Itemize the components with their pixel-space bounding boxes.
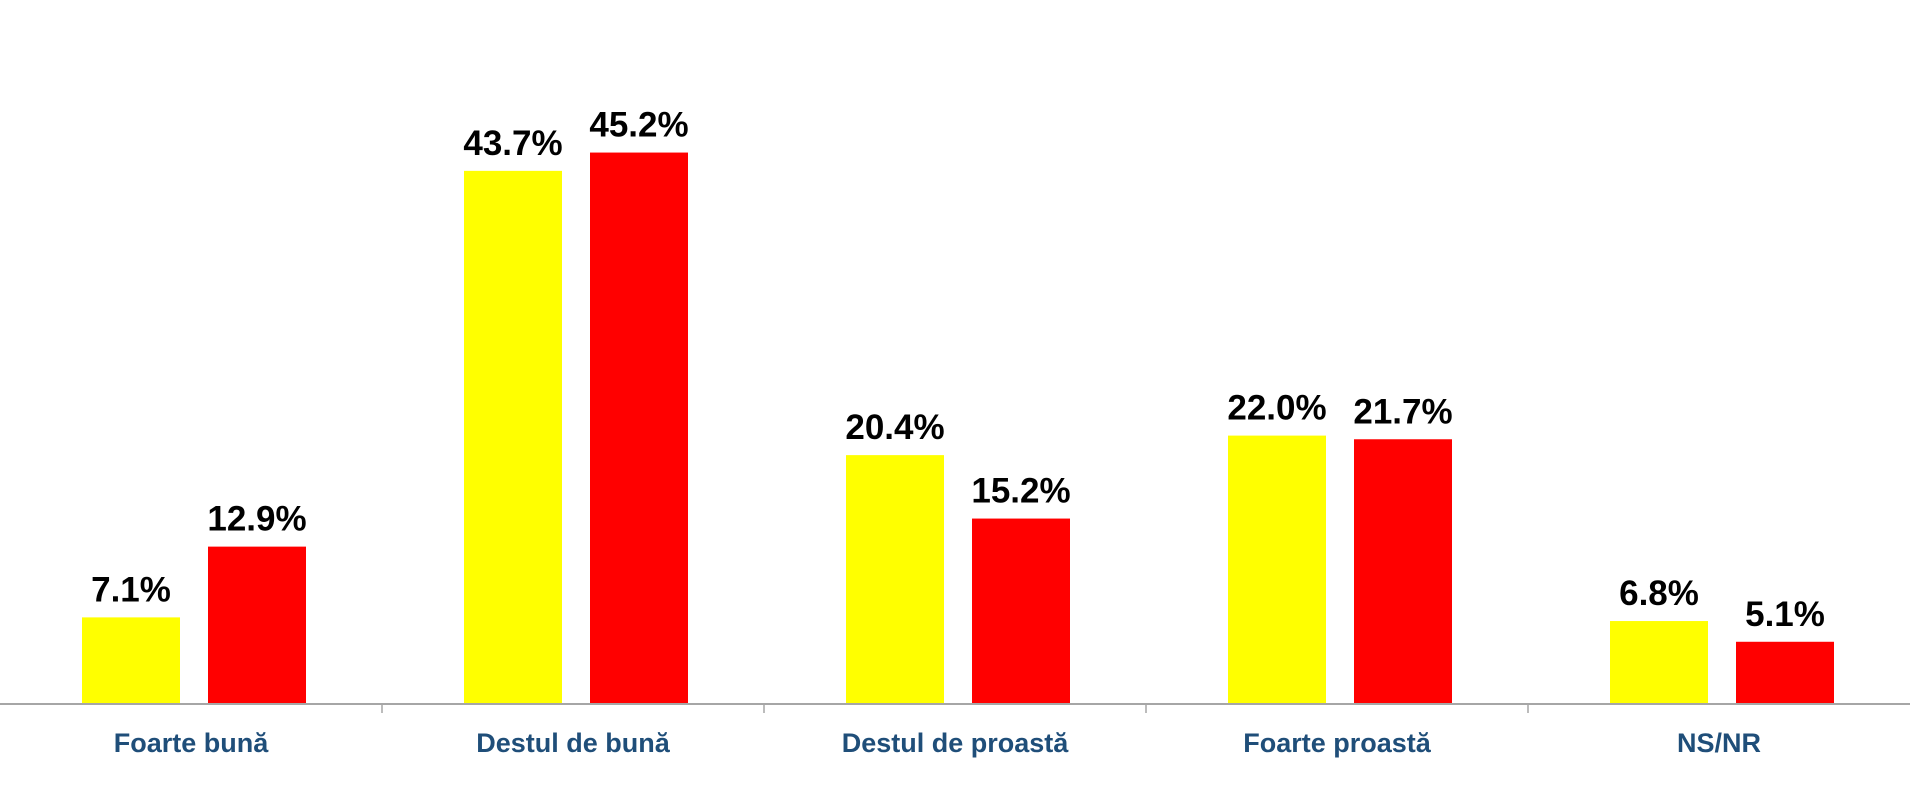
- bar-value-label: 6.8%: [1619, 574, 1699, 613]
- bar: [846, 455, 944, 704]
- bar-value-label: 5.1%: [1745, 595, 1825, 634]
- category-label: Destul de proastă: [842, 728, 1070, 758]
- bar-value-label: 7.1%: [91, 570, 171, 609]
- bar: [972, 518, 1070, 704]
- bar: [1610, 621, 1708, 704]
- category-label: Foarte bună: [114, 728, 269, 758]
- value-labels-layer: 7.1% 12.9% 43.7% 45.2% 20.4% 15.2% 22.0% 21.7% 6…: [91, 106, 1825, 634]
- category-label: Foarte proastă: [1243, 728, 1432, 758]
- bar-value-label: 45.2%: [589, 106, 688, 145]
- category-label: Destul de bună: [476, 728, 671, 758]
- bar-value-label: 20.4%: [845, 408, 944, 447]
- bar: [1354, 439, 1452, 704]
- bar: [464, 170, 562, 705]
- bar: [590, 152, 688, 704]
- bar-value-label: 21.7%: [1353, 392, 1452, 431]
- x-axis: [0, 703, 1910, 713]
- bar-value-label: 43.7%: [463, 124, 562, 163]
- bar-value-label: 22.0%: [1227, 389, 1326, 428]
- bar-value-label: 15.2%: [971, 472, 1070, 511]
- category-label: NS/NR: [1677, 728, 1761, 758]
- bar-value-label: 12.9%: [207, 500, 306, 539]
- bars-layer: [82, 152, 1834, 705]
- bar: [208, 546, 306, 704]
- bar: [1228, 435, 1326, 704]
- category-labels-layer: Foarte bună Destul de bună Destul de proas…: [114, 728, 1761, 758]
- bar: [1736, 641, 1834, 704]
- bar: [82, 617, 180, 704]
